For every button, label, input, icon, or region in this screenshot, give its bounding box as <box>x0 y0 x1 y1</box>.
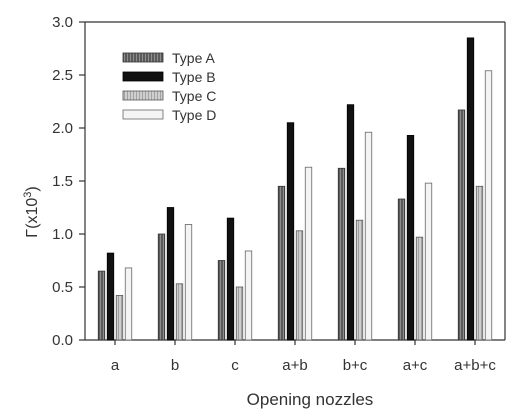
y-tick-label: 0.5 <box>52 279 73 296</box>
bar <box>406 135 415 341</box>
bar <box>424 182 433 341</box>
x-tick-label: b <box>171 357 179 374</box>
x-tick-label: c <box>231 357 239 374</box>
bar <box>466 37 475 341</box>
bar <box>97 270 106 341</box>
tick-labels: 0.0 0.5 1.0 1.5 2.0 2.5 3.0 a b c a+b b+c a+c a+b+c <box>52 14 496 374</box>
y-axis-label-close: ) <box>24 186 41 191</box>
bar <box>484 70 493 341</box>
x-axis-label: Opening nozzles <box>247 390 374 409</box>
bar <box>235 286 244 341</box>
bar <box>415 236 424 341</box>
x-tick-label: a+c <box>403 357 428 374</box>
bar <box>304 166 313 341</box>
x-tick-label: a <box>111 357 120 374</box>
y-axis-label-symbol: Γ <box>24 229 41 238</box>
bar <box>175 283 184 341</box>
bar <box>286 122 295 341</box>
legend-swatch <box>122 71 164 82</box>
y-tick-label: 3.0 <box>52 14 73 31</box>
bar <box>184 224 193 341</box>
x-tick-label: b+c <box>343 357 368 374</box>
bar <box>115 295 124 341</box>
bar <box>277 185 286 341</box>
bar <box>346 104 355 341</box>
y-axis-label: Γ(x103) <box>22 186 41 237</box>
bar <box>295 230 304 341</box>
legend-label: Type C <box>172 88 216 104</box>
bar <box>124 267 133 341</box>
y-tick-label: 2.5 <box>52 67 73 84</box>
bar <box>106 252 115 341</box>
bar <box>244 250 253 341</box>
y-tick-label: 0.0 <box>52 332 73 349</box>
y-axis-label-open: (x10 <box>24 198 41 229</box>
bar <box>364 131 373 341</box>
legend-label: Type B <box>172 69 216 85</box>
bar <box>226 217 235 341</box>
bar <box>157 233 166 341</box>
y-tick-label: 1.0 <box>52 226 73 243</box>
bar <box>337 167 346 341</box>
axes <box>79 21 506 345</box>
y-axis-label-exp: 3 <box>22 192 34 198</box>
bars <box>97 37 493 341</box>
bar <box>217 260 226 341</box>
bar <box>397 198 406 341</box>
x-tick-label: a+b+c <box>454 357 496 374</box>
bar <box>355 219 364 341</box>
legend-label: Type D <box>172 107 216 123</box>
y-tick-label: 1.5 <box>52 173 73 190</box>
y-tick-label: 2.0 <box>52 120 73 137</box>
legend-swatch <box>122 52 164 63</box>
x-tick-label: a+b <box>282 357 307 374</box>
bar <box>166 207 175 341</box>
bar <box>475 185 484 341</box>
legend-swatch <box>122 109 164 120</box>
legend: Type A Type B Type C Type D <box>122 50 216 123</box>
bar <box>457 109 466 341</box>
legend-label: Type A <box>172 50 215 66</box>
legend-swatch <box>122 90 164 101</box>
